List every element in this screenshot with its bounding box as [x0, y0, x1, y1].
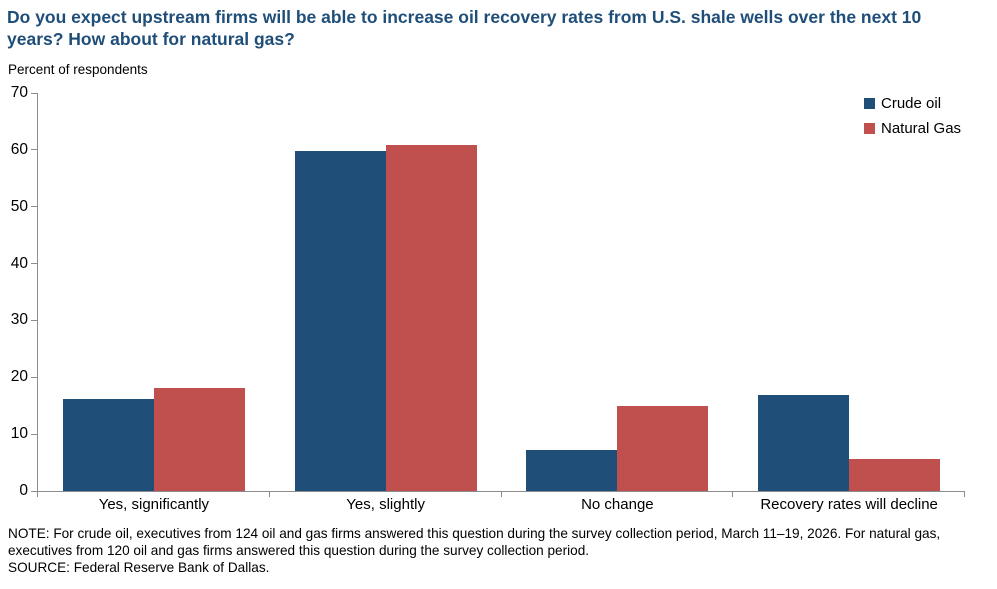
y-tick-60	[31, 149, 38, 151]
legend-label-natural-gas: Natural Gas	[881, 120, 962, 137]
bar-group-yes-significantly	[38, 93, 270, 491]
legend-item-crude-oil: Crude oil	[864, 95, 961, 112]
y-tick-label-30: 30	[10, 311, 28, 329]
bar-natural-gas-yes-significantly	[153, 388, 245, 491]
y-tick-40	[31, 263, 38, 265]
x-axis-label-yes-slightly: Yes, slightly	[346, 496, 425, 513]
y-tick-20	[31, 376, 38, 378]
bar-natural-gas-yes-slightly	[385, 144, 477, 491]
bar-groups	[38, 93, 965, 491]
bar-group-no-change	[502, 93, 734, 491]
bar-crude-oil-no-change	[526, 449, 618, 491]
x-axis-label-no-change: No change	[581, 496, 654, 513]
x-tick-3	[732, 491, 734, 497]
y-tick-0	[31, 490, 38, 492]
y-tick-70	[31, 92, 38, 94]
x-axis-label-yes-significantly: Yes, significantly	[98, 496, 210, 513]
y-tick-label-0: 0	[19, 482, 28, 499]
bar-crude-oil-yes-slightly	[294, 151, 386, 491]
bar-crude-oil-yes-significantly	[62, 399, 154, 491]
x-tick-4	[964, 491, 965, 497]
bar-group-recovery-rates-will-decline	[733, 93, 965, 491]
x-axis-label-recovery-rates-will-decline: Recovery rates will decline	[760, 496, 938, 513]
y-tick-label-20: 20	[10, 368, 28, 386]
bar-crude-oil-recovery-rates-will-decline	[758, 394, 850, 491]
y-tick-label-60: 60	[10, 140, 28, 158]
source-text: SOURCE: Federal Reserve Bank of Dallas.	[8, 560, 270, 575]
legend: Crude oil Natural Gas	[864, 95, 961, 145]
y-tick-label-40: 40	[10, 254, 28, 272]
note-text: NOTE: For crude oil, executives from 124…	[8, 526, 941, 558]
y-tick-label-70: 70	[10, 84, 28, 101]
y-tick-30	[31, 319, 38, 321]
chart-subtitle: Percent of respondents	[8, 62, 148, 77]
y-tick-10	[31, 433, 38, 435]
x-tick-2	[500, 491, 502, 497]
legend-item-natural-gas: Natural Gas	[864, 120, 961, 137]
x-axis-labels: Yes, significantly Yes, slightly No change…	[38, 496, 965, 513]
bar-natural-gas-recovery-rates-will-decline	[849, 458, 941, 491]
y-tick-label-50: 50	[10, 197, 28, 215]
x-tick-0	[37, 491, 38, 497]
footnotes: NOTE: For crude oil, executives from 124…	[8, 525, 994, 576]
bar-natural-gas-no-change	[617, 405, 709, 491]
legend-swatch-crude-oil	[864, 98, 875, 109]
legend-swatch-natural-gas	[864, 123, 875, 134]
chart-title: Do you expect upstream firms will be abl…	[7, 7, 922, 49]
bar-group-yes-slightly	[270, 93, 502, 491]
y-tick-label-10: 10	[10, 425, 28, 443]
y-tick-50	[31, 206, 38, 208]
plot-area: Yes, significantly Yes, slightly No change…	[11, 84, 965, 513]
legend-label-crude-oil: Crude oil	[881, 95, 942, 112]
x-tick-1	[268, 491, 270, 497]
